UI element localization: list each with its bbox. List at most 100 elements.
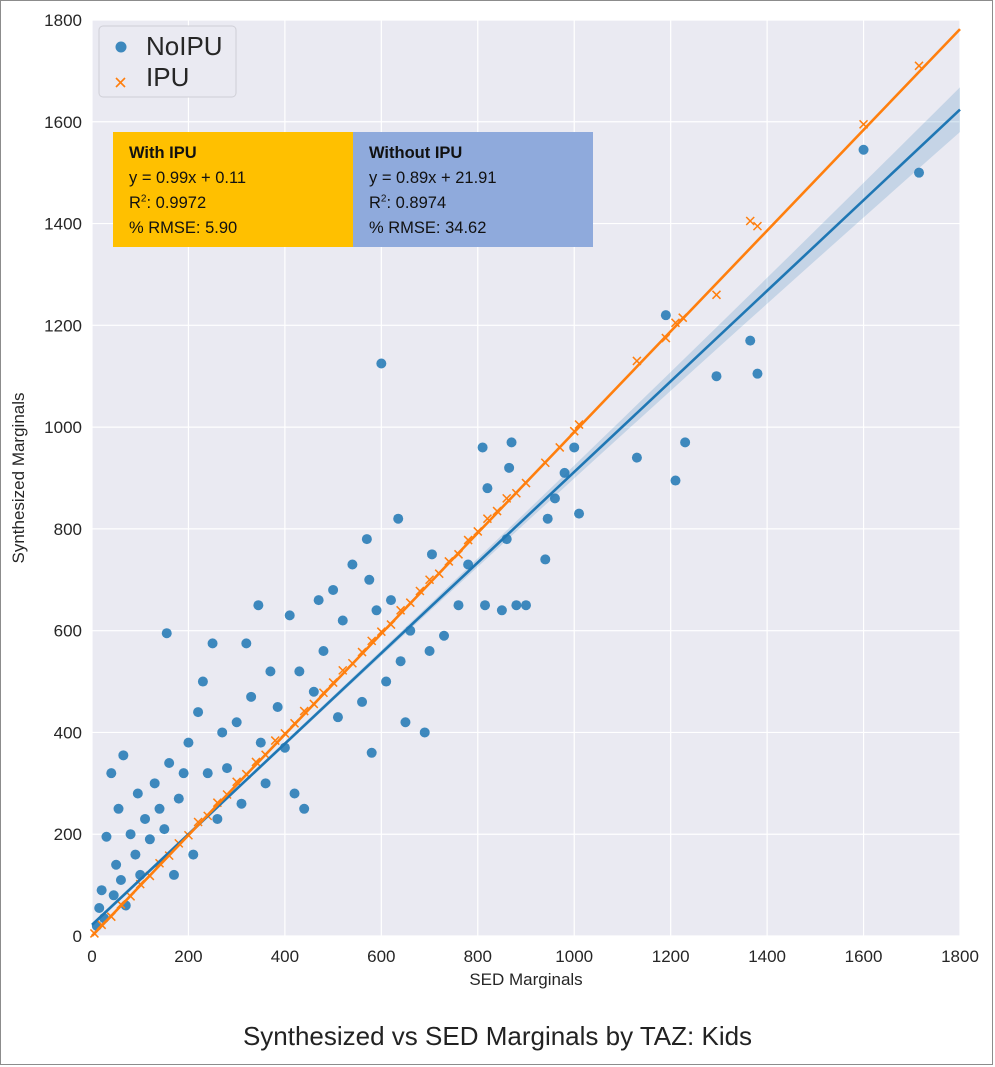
noipu-point	[506, 437, 517, 448]
noipu-point	[94, 903, 105, 914]
noipu-point	[159, 824, 170, 835]
noipu-point	[144, 834, 155, 845]
ipu-point	[367, 636, 377, 646]
figure-caption: Synthesized vs SED Marginals by TAZ: Kid…	[242, 1021, 753, 1051]
noipu-point	[193, 707, 204, 718]
legend-marker-noipu	[115, 41, 127, 53]
x-tick-label: 600	[367, 947, 395, 966]
ipu-fit-line	[91, 28, 961, 937]
tick-labels: 0 200 400 600 800 1000 1200 1400 1600 1800 0 200 400…	[44, 11, 979, 966]
noipu-point	[914, 167, 925, 178]
with-ipu-equation: y = 0.99x + 0.11	[129, 169, 247, 187]
noipu-point	[253, 600, 264, 611]
x-tick-label: 0	[87, 947, 96, 966]
y-tick-label: 600	[54, 622, 82, 641]
noipu-point	[202, 768, 213, 779]
noipu-point	[393, 513, 404, 524]
noipu-point	[308, 686, 319, 697]
ipu-point	[299, 706, 309, 716]
noipu-point	[419, 727, 430, 738]
noipu-point	[106, 768, 117, 779]
noipu-point	[540, 554, 551, 565]
x-axis-label: SED Marginals	[469, 970, 582, 989]
ipu-point	[251, 757, 261, 767]
noipu-point	[752, 368, 763, 379]
x-tick-label: 1400	[748, 947, 786, 966]
x-tick-label: 1000	[555, 947, 593, 966]
noipu-point	[108, 890, 119, 901]
y-tick-label: 400	[54, 723, 82, 742]
noipu-point	[400, 717, 411, 728]
noipu-point	[130, 849, 141, 860]
noipu-point	[236, 798, 247, 809]
noipu-point	[222, 763, 233, 774]
y-tick-label: 0	[73, 927, 82, 946]
noipu-point	[364, 574, 375, 585]
y-tick-label: 1400	[44, 215, 82, 234]
legend-box	[98, 25, 237, 98]
without-ipu-r2: R2: 0.8974	[369, 193, 447, 212]
noipu-point	[426, 549, 437, 560]
noipu-point	[289, 788, 300, 799]
noipu-point	[670, 475, 681, 486]
without-ipu-stats-box: Without IPU y = 0.89x + 21.91 R2: 0.8974…	[353, 132, 593, 247]
y-tick-label: 1200	[44, 316, 82, 335]
x-tick-label: 400	[271, 947, 299, 966]
noipu-point	[140, 813, 151, 824]
noipu-point	[631, 452, 642, 463]
ipu-point	[574, 420, 584, 430]
noipu-point	[357, 696, 368, 707]
noipu-point	[125, 829, 136, 840]
noipu-point	[132, 788, 143, 799]
x-tick-label: 800	[464, 947, 492, 966]
noipu-point	[313, 595, 324, 606]
ipu-point	[752, 221, 762, 231]
noipu-point	[521, 600, 531, 611]
with-ipu-r2: R2: 0.9972	[129, 193, 207, 212]
noipu-point	[395, 656, 406, 667]
ipu-point	[670, 318, 681, 328]
noipu-point	[347, 559, 358, 570]
noipu-point	[96, 885, 107, 896]
noipu-point	[496, 605, 507, 616]
noipu-point	[231, 717, 242, 728]
noipu-point	[115, 875, 126, 886]
noipu-point	[542, 513, 553, 524]
noipu-point	[246, 691, 257, 702]
legend-label-noipu: NoIPU	[146, 31, 223, 61]
noipu-point	[660, 310, 671, 321]
noipu-point	[207, 638, 218, 649]
noipu-point	[265, 666, 276, 677]
noipu-point	[745, 335, 756, 346]
noipu-point	[111, 859, 122, 870]
noipu-point	[183, 737, 194, 748]
noipu-point	[366, 747, 377, 758]
without-ipu-equation: y = 0.89x + 21.91	[369, 169, 497, 187]
ipu-point	[415, 586, 425, 596]
noipu-point	[294, 666, 305, 677]
with-ipu-rmse: % RMSE: 5.90	[129, 219, 238, 237]
noipu-point	[299, 803, 310, 814]
x-tick-label: 1200	[652, 947, 690, 966]
y-tick-label: 800	[54, 520, 82, 539]
noipu-point	[711, 371, 722, 382]
noipu-fit-line	[91, 108, 961, 926]
noipu-point	[149, 778, 160, 789]
noipu-point	[197, 676, 208, 687]
noipu-point	[385, 595, 396, 606]
noipu-point	[173, 793, 184, 804]
ipu-point	[396, 605, 406, 615]
with-ipu-title: With IPU	[129, 144, 197, 162]
noipu-point	[217, 727, 228, 738]
noipu-point	[272, 702, 283, 712]
noipu-point	[284, 610, 295, 621]
ipu-point	[463, 535, 473, 545]
y-tick-label: 1800	[44, 11, 82, 30]
noipu-point	[482, 483, 493, 494]
noipu-point	[559, 467, 570, 478]
legend: NoIPU IPU	[98, 25, 237, 98]
ipu-point	[425, 575, 435, 585]
noipu-point	[178, 768, 189, 779]
noipu-point	[569, 442, 580, 453]
